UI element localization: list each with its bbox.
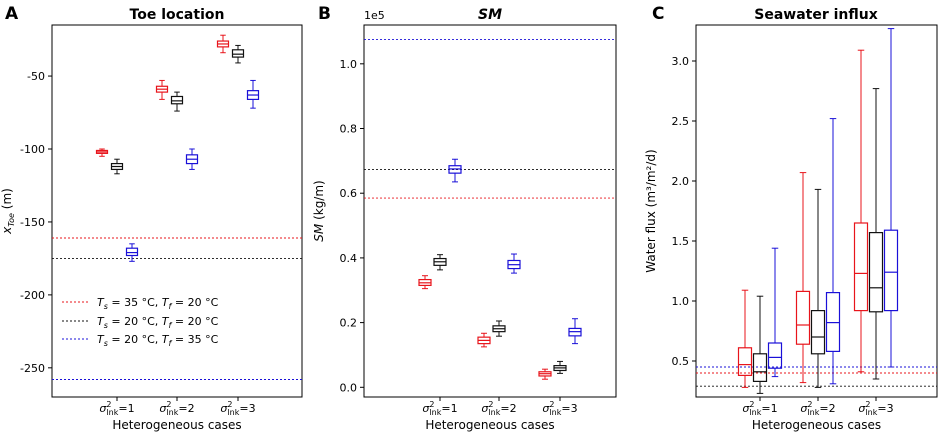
box-blue-1	[767, 247, 783, 378]
y-tick-label: 2.0	[672, 175, 690, 188]
box-blue-2	[507, 253, 521, 274]
x-axis-label: Heterogeneous cases	[752, 418, 881, 432]
y-axis-label: xToe (m)	[0, 188, 16, 235]
axes-frame	[363, 24, 617, 398]
box-body	[125, 247, 139, 257]
panel-label: B	[318, 4, 331, 24]
panel-title: SM	[478, 7, 502, 23]
y-tick-label: 0.0	[340, 381, 358, 394]
box-black-1	[433, 254, 447, 271]
box-body	[737, 347, 753, 376]
y-tick-label: 0.2	[340, 317, 358, 330]
y-tick-label: 0.8	[340, 123, 358, 136]
box-blue-1	[448, 158, 462, 183]
panel-title: Seawater influx	[754, 7, 878, 23]
y-tick-label: 0.5	[672, 355, 690, 368]
axes-frame	[695, 24, 938, 398]
box-blue-1	[125, 243, 139, 262]
box-red-1	[95, 148, 109, 157]
y-tick-label: 1.0	[340, 58, 358, 71]
x-axis-label: Heterogeneous cases	[425, 418, 554, 432]
y-tick-label: 2.5	[672, 115, 690, 128]
y-tick-label: -50	[27, 70, 45, 83]
panel-title: Toe location	[130, 7, 225, 23]
x-tick-label: σ2 lnk=2	[800, 400, 835, 417]
box-blue-3	[883, 28, 899, 368]
box-body	[883, 229, 899, 312]
box-body	[868, 232, 884, 313]
x-tick-label: σ2 lnk=1	[422, 400, 457, 417]
box-black-3	[868, 88, 884, 380]
box-red-2	[795, 172, 811, 384]
box-body	[170, 95, 184, 105]
x-tick-label: σ2 lnk=2	[159, 400, 194, 417]
y-tick-label: -200	[20, 289, 45, 302]
scale-label: 1e5	[364, 9, 385, 22]
box-blue-2	[825, 118, 841, 385]
box-body	[810, 310, 826, 355]
box-blue-2	[185, 148, 199, 170]
panel-label: C	[652, 4, 664, 24]
y-axis-label: Water flux (m³/m²/d)	[644, 149, 658, 272]
x-tick-label: σ2 lnk=3	[858, 400, 893, 417]
box-black-1	[752, 295, 768, 394]
y-tick-label: -100	[20, 143, 45, 156]
y-tick-label: 0.4	[340, 252, 358, 265]
panel-label: A	[5, 4, 19, 24]
box-red-2	[155, 79, 169, 100]
box-body	[853, 222, 869, 312]
box-body	[767, 342, 783, 369]
box-blue-3	[568, 318, 582, 345]
y-axis-label: SM (kg/m)	[312, 180, 326, 241]
box-black-2	[810, 188, 826, 388]
x-axis-label: Heterogeneous cases	[112, 418, 241, 432]
y-tick-label: 3.0	[672, 55, 690, 68]
y-tick-label: 1.0	[672, 295, 690, 308]
box-red-1	[418, 275, 432, 290]
box-blue-3	[246, 79, 260, 109]
panel-C: C Seawater influx 0.5 1.0 1.5 2.0 2.5 3.0 σ2 lnk=…	[644, 4, 938, 432]
legend-label: Ts = 35 °C, Tf = 20 °C	[97, 296, 219, 311]
x-tick-label: σ2 lnk=1	[742, 400, 777, 417]
x-tick-label: σ2 lnk=3	[220, 400, 255, 417]
box-red-3	[853, 49, 869, 373]
box-black-2	[170, 91, 184, 112]
box-black-3	[553, 360, 567, 374]
legend-label: Ts = 20 °C, Tf = 20 °C	[97, 315, 219, 330]
box-red-2	[477, 332, 491, 348]
box-red-1	[737, 289, 753, 388]
x-tick-label: σ2 lnk=1	[99, 400, 134, 417]
box-body	[752, 353, 768, 382]
box-red-3	[538, 368, 552, 380]
x-tick-label: σ2 lnk=3	[542, 400, 577, 417]
box-black-3	[231, 44, 245, 64]
y-tick-label: -250	[20, 362, 45, 375]
legend: Ts = 35 °C, Tf = 20 °C Ts = 20 °C, Tf = 2…	[62, 296, 219, 348]
box-red-3	[216, 34, 230, 54]
legend-label: Ts = 20 °C, Tf = 35 °C	[97, 333, 219, 348]
panel-B: B SM 1e5 0.0 0.2 0.4 0.6 0.8 1.0 σ2 lnk=1 σ2 lnk=2 σ2…	[312, 4, 617, 432]
box-black-2	[492, 320, 506, 337]
y-tick-label: 0.6	[340, 187, 358, 200]
y-tick-label: 1.5	[672, 235, 690, 248]
x-tick-label: σ2 lnk=2	[481, 400, 516, 417]
panel-A: A Toe location -250 -200 -150 -100 -50 σ2 lnk=1 σ…	[0, 4, 303, 432]
box-black-1	[110, 158, 124, 175]
box-body	[231, 49, 245, 58]
box-body	[795, 290, 811, 345]
y-tick-label: -150	[20, 216, 45, 229]
